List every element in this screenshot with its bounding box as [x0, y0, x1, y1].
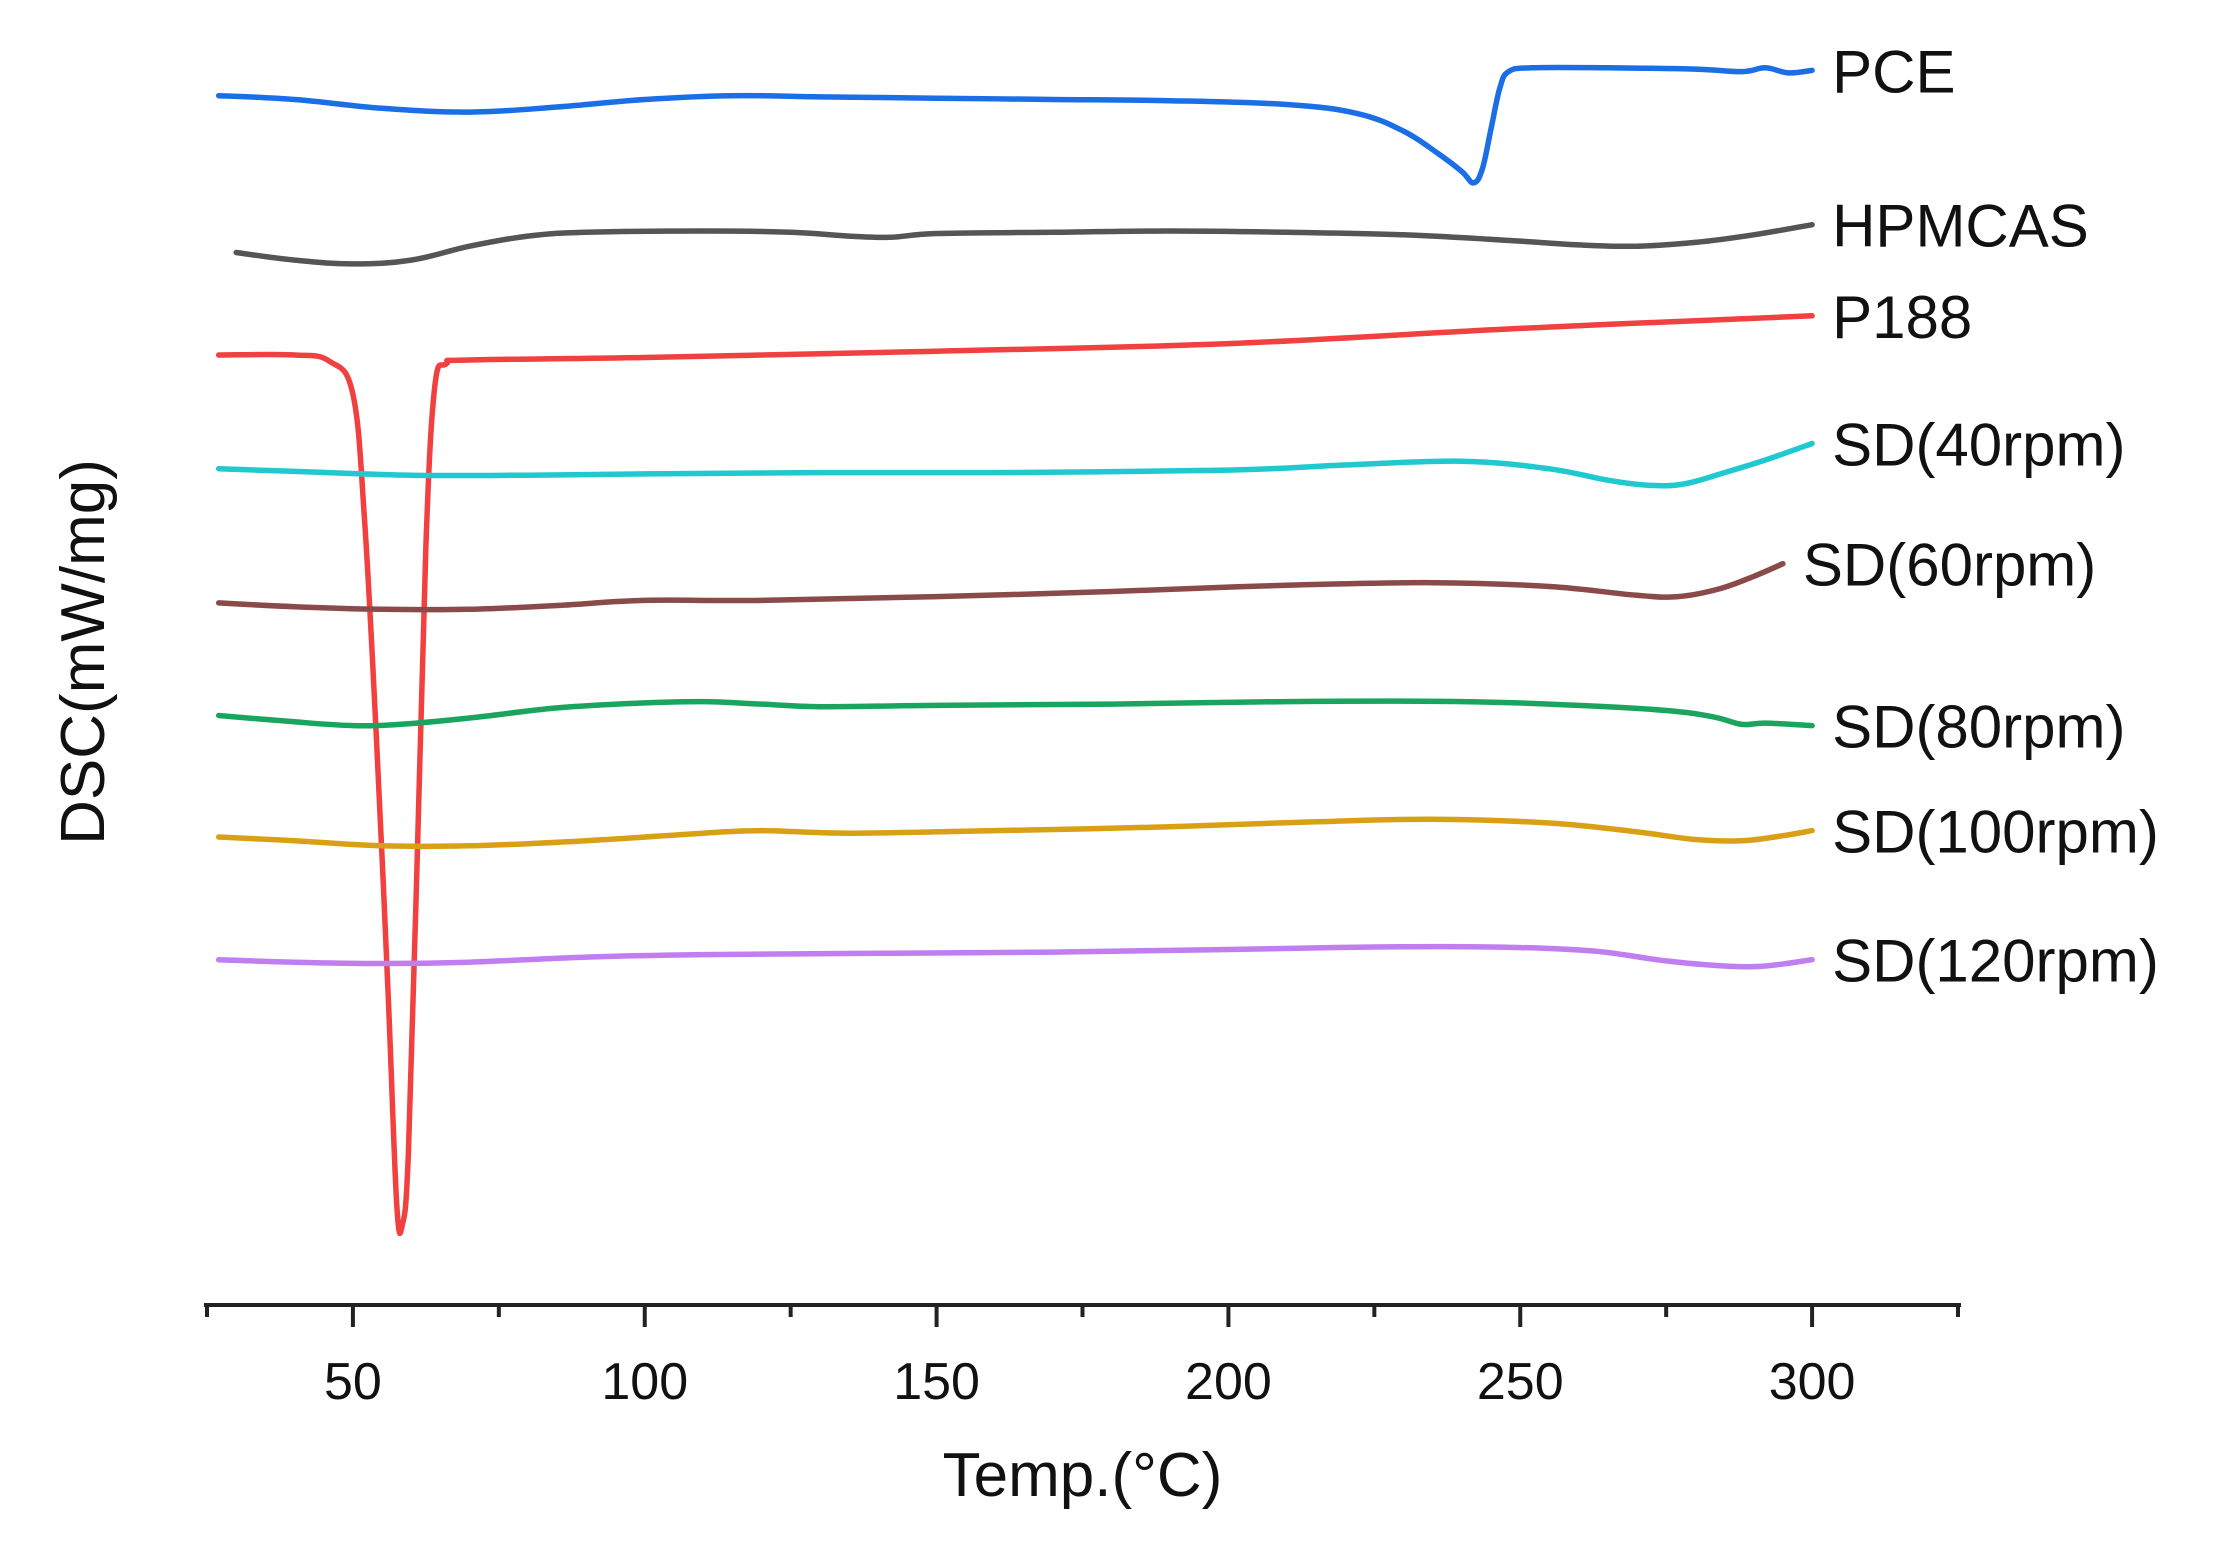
x-tick-label-250: 250 [1477, 1353, 1564, 1411]
series-label-sd-40rpm: SD(40rpm) [1832, 412, 2125, 479]
x-tick-label-150: 150 [893, 1353, 980, 1411]
series-line-p188 [215, 313, 1815, 1237]
series-label-pce: PCE [1832, 38, 1955, 105]
y-axis-title: DSC(mW/mg) [49, 459, 118, 845]
series-label-p188: P188 [1832, 284, 1972, 351]
series-line-sd-120rpm [215, 943, 1815, 970]
series-line-sd-60rpm [215, 560, 1786, 613]
x-axis: 50 100 150 200 250 300 [204, 1303, 1961, 1411]
series-line-hpmcas [233, 221, 1815, 267]
x-tick-label-50: 50 [324, 1353, 382, 1411]
series-line-sd-40rpm [215, 440, 1815, 489]
x-tick-label-300: 300 [1769, 1353, 1856, 1411]
series-line-sd-80rpm [215, 698, 1815, 729]
series-label-sd-120rpm: SD(120rpm) [1832, 928, 2159, 995]
series-layer [215, 64, 1815, 1237]
series-line-pce [215, 64, 1815, 186]
x-axis-title: Temp.(°C) [943, 1441, 1223, 1510]
series-label-sd-60rpm: SD(60rpm) [1803, 532, 2096, 599]
series-label-sd-80rpm: SD(80rpm) [1832, 694, 2125, 761]
series-label-hpmcas: HPMCAS [1832, 193, 2089, 260]
x-tick-label-100: 100 [601, 1353, 688, 1411]
series-labels: PCE HPMCAS P188 SD(40rpm) SD(60rpm) SD(80rpm)… [1803, 38, 2159, 994]
series-label-sd-100rpm: SD(100rpm) [1832, 799, 2159, 866]
x-tick-label-200: 200 [1185, 1353, 1272, 1411]
series-line-sd-100rpm [215, 816, 1815, 850]
x-ticks: 50 100 150 200 250 300 [205, 1305, 1960, 1411]
